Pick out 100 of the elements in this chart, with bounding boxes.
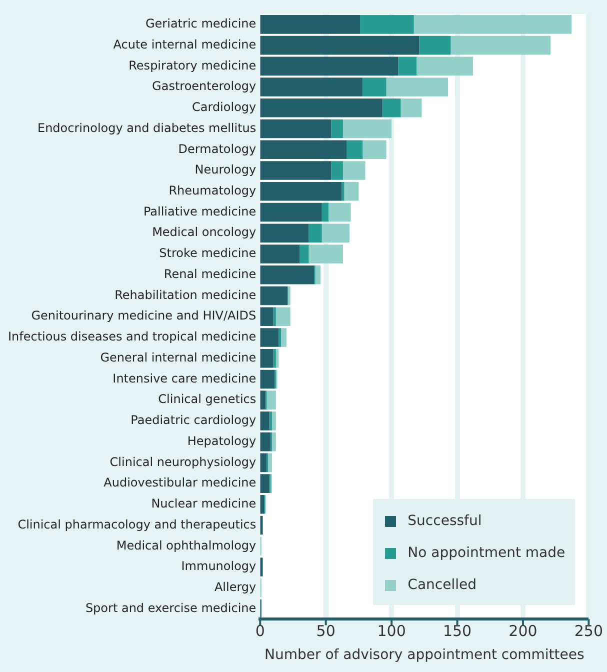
bar xyxy=(344,182,359,201)
bar xyxy=(331,119,343,138)
bar xyxy=(260,348,274,368)
bar xyxy=(260,558,263,576)
y-tick-label: Intensive care medicine xyxy=(112,371,256,386)
y-tick-label: Acute internal medicine xyxy=(113,37,256,52)
bar xyxy=(260,119,332,138)
x-tick-label: 0 xyxy=(255,622,265,640)
bar xyxy=(382,98,401,118)
bar xyxy=(328,202,351,222)
bar xyxy=(260,453,267,472)
y-tick-label: General internal medicine xyxy=(100,350,256,364)
bar xyxy=(278,328,282,347)
y-tick-label: Audiovestibular medicine xyxy=(104,476,256,490)
bar xyxy=(288,286,290,306)
bar xyxy=(346,140,363,160)
bar xyxy=(260,328,279,347)
bar xyxy=(386,78,448,96)
bar xyxy=(419,36,451,55)
y-tick-label: Rheumatology xyxy=(168,184,256,198)
bar xyxy=(260,78,363,96)
x-tick-label: 50 xyxy=(316,622,336,640)
bar xyxy=(260,56,398,76)
bar xyxy=(260,495,264,514)
y-tick-label: Hepatology xyxy=(187,434,256,448)
legend-label: Cancelled xyxy=(408,577,476,594)
bar xyxy=(276,307,290,326)
bar xyxy=(260,412,270,430)
bar xyxy=(362,140,386,160)
bar xyxy=(260,432,271,452)
y-tick-label: Gastroenterology xyxy=(152,79,256,94)
bar xyxy=(260,516,263,535)
bar xyxy=(260,307,274,326)
y-tick-label: Allergy xyxy=(214,580,256,594)
bar xyxy=(272,412,276,430)
bar xyxy=(260,202,322,222)
bar xyxy=(260,390,266,410)
y-tick-label: Infectious diseases and tropical medicine xyxy=(8,330,256,344)
y-tick-label: Medical ophthalmology xyxy=(116,538,256,552)
bar xyxy=(450,36,551,55)
bar xyxy=(281,328,286,347)
bar xyxy=(272,432,276,452)
bar xyxy=(266,390,276,410)
x-tick-label: 100 xyxy=(377,622,406,640)
x-axis-title: Number of advisory appointment committees xyxy=(264,647,584,664)
bar xyxy=(260,370,275,389)
x-tick-label: 250 xyxy=(574,622,604,640)
bar xyxy=(260,224,309,243)
y-tick-label: Paediatric cardiology xyxy=(130,413,256,428)
y-tick-label: Renal medicine xyxy=(164,266,256,281)
y-tick-label: Medical oncology xyxy=(152,225,256,240)
legend-label: Successful xyxy=(408,513,482,530)
y-tick-label: Clinical neurophysiology xyxy=(110,454,256,469)
y-tick-label: Clinical genetics xyxy=(158,392,256,406)
bar xyxy=(308,244,343,264)
y-tick-label: Geriatric medicine xyxy=(146,16,256,31)
bar xyxy=(360,15,414,34)
bar xyxy=(269,412,272,430)
y-tick-label: Sport and exercise medicine xyxy=(85,600,256,615)
legend-label: No appointment made xyxy=(408,545,566,562)
bar xyxy=(398,56,417,76)
y-tick-label: Immunology xyxy=(181,559,256,574)
bar xyxy=(260,182,342,201)
bar xyxy=(260,474,270,493)
bar xyxy=(260,15,360,34)
bar xyxy=(260,286,288,306)
bar xyxy=(260,36,420,55)
bar xyxy=(260,244,300,264)
y-tick-label: Genitourinary medicine and HIV/AIDS xyxy=(31,308,256,323)
y-tick-label: Dermatology xyxy=(178,142,256,156)
bar xyxy=(273,348,276,368)
bar xyxy=(416,56,474,76)
bar xyxy=(268,453,272,472)
x-tick-label: 150 xyxy=(442,622,472,640)
bar xyxy=(400,98,422,118)
bar xyxy=(273,307,276,326)
bar xyxy=(300,244,309,264)
bar xyxy=(308,224,322,243)
y-tick-label: Clinical pharmacology and therapeutics xyxy=(18,517,256,532)
y-tick-label: Rehabilitation medicine xyxy=(114,288,256,302)
bar xyxy=(331,161,343,180)
y-tick-label: Respiratory medicine xyxy=(128,58,256,72)
y-tick-label: Endocrinology and diabetes mellitus xyxy=(37,120,256,135)
bar xyxy=(342,182,344,201)
bar xyxy=(322,202,328,222)
bar xyxy=(315,265,321,284)
x-tick-label: 200 xyxy=(508,622,538,640)
y-tick-label: Palliative medicine xyxy=(143,204,256,218)
bar xyxy=(276,348,279,368)
bar xyxy=(342,119,392,138)
bar xyxy=(362,78,386,96)
bar xyxy=(260,265,314,284)
y-tick-label: Stroke medicine xyxy=(159,246,256,260)
bar xyxy=(260,161,332,180)
y-tick-label: Neurology xyxy=(194,162,256,177)
bar xyxy=(260,140,347,160)
bar xyxy=(414,15,572,34)
bar xyxy=(342,161,366,180)
bar xyxy=(260,98,382,118)
y-tick-label: Nuclear medicine xyxy=(151,496,256,511)
